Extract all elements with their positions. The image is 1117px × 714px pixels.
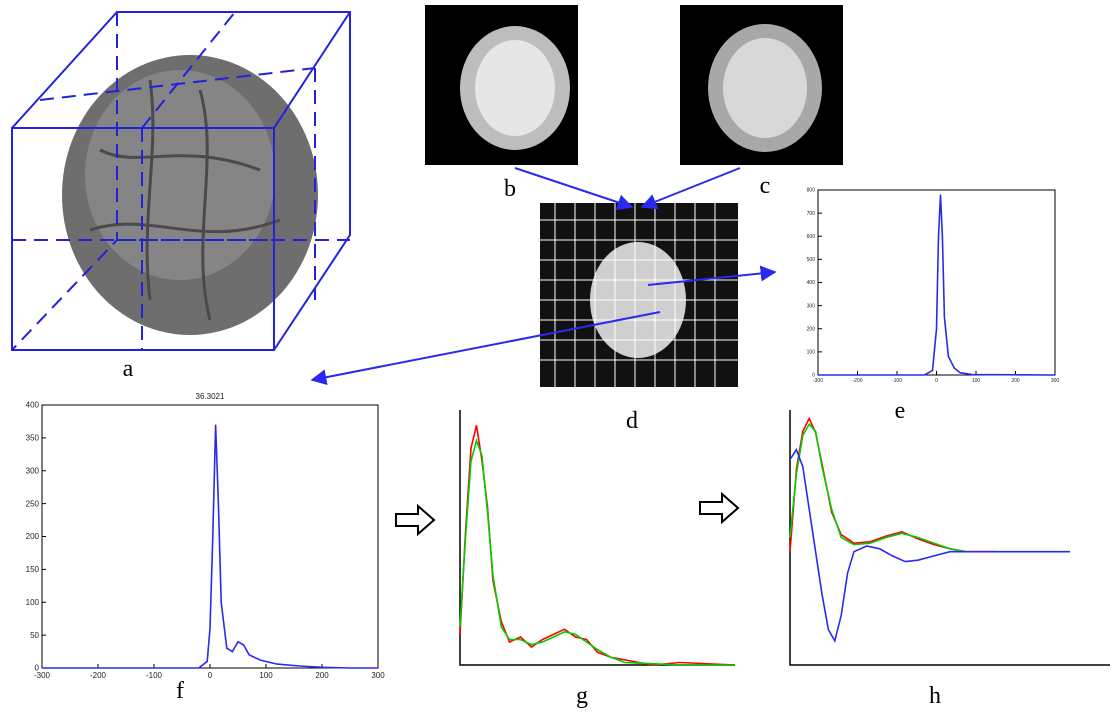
panel-label: e [895,398,906,424]
brain-3d [62,55,318,335]
step-arrows [396,494,738,534]
x-tick-label: 200 [315,671,329,680]
y-tick-label: 0 [35,664,40,673]
series-line [460,425,735,665]
y-tick-label: 400 [807,280,816,286]
panel-label: b [504,176,516,202]
figure: a b c d e f g h 36.3021 -300 -200 -100 0 100 200 300 0 50… [0,0,1117,714]
series-line [790,424,966,552]
y-tick-label: 200 [26,532,40,541]
y-tick-label: 700 [807,211,816,217]
x-tick-label: 300 [1051,378,1060,384]
series-line [790,450,1070,641]
y-tick-label: 500 [807,257,816,263]
y-tick-label: 800 [807,188,816,194]
y-tick-label: 150 [26,565,40,574]
panel-label: f [176,678,184,704]
mri-grid-d [540,203,738,387]
panel-label: d [626,408,638,434]
y-tick-label: 350 [26,434,40,443]
series-line [460,441,735,665]
chart-title: 36.3021 [196,392,225,401]
series-line [790,419,998,552]
y-tick-label: 50 [30,631,39,640]
x-tick-label: -200 [852,378,862,384]
panel-label: g [576,683,588,709]
x-tick-label: 100 [972,378,981,384]
y-tick-label: 250 [26,499,40,508]
y-tick-label: 100 [807,350,816,356]
x-tick-label: 100 [259,671,273,680]
x-tick-label: 0 [935,378,938,384]
x-tick-label: 200 [1011,378,1020,384]
plot-frame [818,190,1055,375]
x-tick-label: 0 [208,671,213,680]
x-tick-label: -200 [90,671,107,680]
series-line [42,425,378,668]
y-tick-label: 400 [26,401,40,410]
y-tick-label: 600 [807,234,816,240]
panel-label: c [760,173,771,199]
y-tick-label: 0 [812,373,815,379]
y-tick-label: 200 [807,326,816,332]
y-tick-label: 300 [26,466,40,475]
panel-label: a [123,356,134,382]
x-tick-label: -100 [892,378,902,384]
y-tick-label: 100 [26,598,40,607]
mri-slice-b [425,5,578,165]
x-tick-label: -300 [813,378,823,384]
panel-label: h [929,683,941,709]
y-tick-label: 300 [807,303,816,309]
series-line [818,195,1055,375]
x-tick-label: 300 [371,671,385,680]
x-tick-label: -100 [146,671,163,680]
mri-slice-c [680,5,843,165]
